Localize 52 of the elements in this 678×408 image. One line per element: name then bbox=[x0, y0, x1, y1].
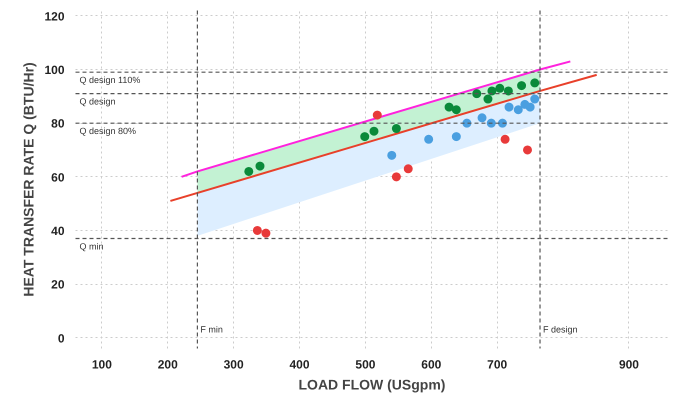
point bbox=[504, 86, 513, 96]
point bbox=[360, 132, 370, 142]
point bbox=[444, 102, 454, 112]
point bbox=[530, 78, 540, 88]
point bbox=[452, 132, 461, 142]
ref-line-label: Q min bbox=[80, 242, 104, 252]
point bbox=[404, 164, 413, 174]
ref-line-label: Q design 80% bbox=[80, 126, 136, 136]
y-tick-label: 20 bbox=[51, 278, 65, 292]
point bbox=[526, 102, 535, 112]
x-tick-label: 200 bbox=[158, 358, 178, 372]
x-tick-label: 900 bbox=[618, 358, 640, 372]
x-tick-label: 100 bbox=[92, 358, 112, 372]
point bbox=[252, 226, 262, 235]
point bbox=[530, 94, 540, 104]
ref-line-label: Q design 110% bbox=[80, 75, 140, 86]
line-series bbox=[169, 74, 598, 202]
point bbox=[523, 146, 532, 154]
x-tick-label: 300 bbox=[224, 358, 244, 372]
point bbox=[387, 150, 396, 160]
point bbox=[424, 134, 434, 144]
point bbox=[478, 113, 487, 122]
point bbox=[517, 81, 526, 90]
point bbox=[392, 124, 401, 134]
point bbox=[452, 105, 461, 114]
point bbox=[504, 102, 514, 112]
point bbox=[244, 166, 254, 176]
ref-line-label: F min bbox=[200, 324, 223, 334]
point bbox=[372, 110, 382, 120]
x-axis-title: LOAD FLOW (USgpm) bbox=[298, 376, 446, 392]
point bbox=[500, 134, 510, 144]
ref-line-label: Q design bbox=[80, 96, 116, 107]
y-tick-label: 60 bbox=[51, 170, 65, 184]
point bbox=[369, 126, 378, 136]
y-axis-title: HEAT TRANSFER RATE Q (BTU/Hr) bbox=[20, 62, 36, 297]
y-tick-label: 0 bbox=[58, 331, 65, 346]
x-tick-label: 400 bbox=[290, 358, 310, 372]
y-tick-label: 80 bbox=[51, 116, 65, 131]
point bbox=[514, 105, 523, 114]
x-tick-label: 700 bbox=[487, 358, 508, 372]
ref-line-label: F design bbox=[543, 324, 578, 334]
x-tick-label: 600 bbox=[421, 358, 442, 372]
y-tick-label: 100 bbox=[44, 63, 65, 78]
y-tick-label: 40 bbox=[51, 224, 65, 238]
point bbox=[495, 84, 504, 93]
y-tick-label: 120 bbox=[44, 9, 65, 24]
point bbox=[392, 172, 401, 182]
line-series bbox=[180, 60, 572, 178]
point bbox=[255, 162, 264, 171]
point bbox=[483, 94, 492, 104]
x-tick-label: 500 bbox=[355, 358, 376, 372]
point bbox=[261, 228, 270, 238]
